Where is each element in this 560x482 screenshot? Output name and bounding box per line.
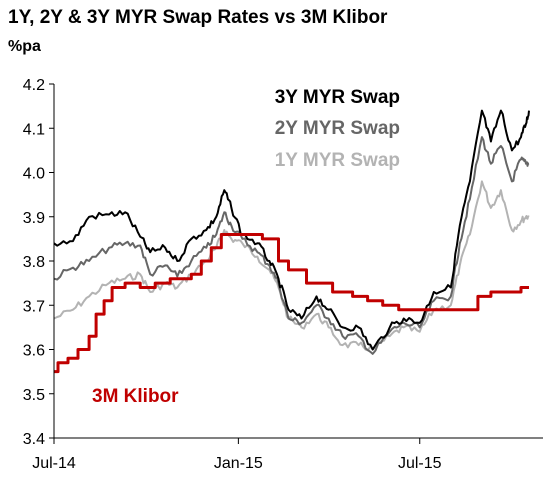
y-tick-label: 3.6	[23, 343, 45, 360]
y-tick-label: 3.8	[23, 254, 45, 271]
series-line-2y-myr-swap	[53, 136, 530, 355]
y-tick-label: 4.2	[23, 77, 45, 94]
series-line-3y-myr-swap	[53, 109, 530, 351]
legend-1y-swap: 1Y MYR Swap	[275, 150, 400, 171]
series-line-3m-klibor	[54, 233, 529, 374]
y-tick-label: 3.4	[23, 431, 45, 448]
series-line-1y-myr-swap	[53, 180, 530, 352]
y-tick-label: 4.1	[23, 121, 45, 138]
x-tick-label: Jul-14	[32, 455, 76, 472]
y-tick-label: 3.5	[23, 387, 45, 404]
x-tick-label: Jul-15	[398, 455, 442, 472]
legend-3y-swap: 3Y MYR Swap	[275, 87, 400, 108]
y-tick-label: 3.7	[23, 298, 45, 315]
plot-area	[53, 109, 530, 374]
y-axis-unit-label: %pa	[8, 38, 41, 55]
legend-2y-swap: 2Y MYR Swap	[275, 118, 400, 139]
chart-title: 1Y, 2Y & 3Y MYR Swap Rates vs 3M Klibor	[8, 7, 388, 28]
y-tick-label: 4.0	[23, 166, 45, 183]
x-tick-label: Jan-15	[214, 455, 263, 472]
x-axis-ticks: Jul-14 Jan-15 Jul-15	[32, 438, 442, 472]
y-tick-label: 3.9	[23, 210, 45, 227]
y-axis-ticks: 3.4 3.5 3.6 3.7 3.8 3.9 4.0 4.1 4.2	[23, 77, 54, 448]
annotation-3m-klibor: 3M Klibor	[92, 386, 179, 407]
